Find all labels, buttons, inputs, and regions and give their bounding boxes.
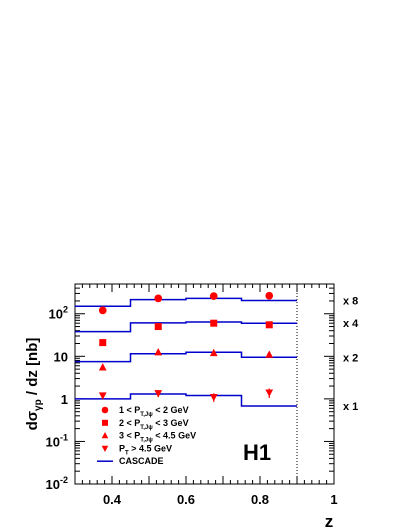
legend-label-subscript: T,Jψ [140, 412, 153, 418]
legend-entry-label: 1 < PT,Jψ < 2 GeV [119, 405, 189, 418]
y-tick-label: 10-2 [46, 475, 68, 492]
y-tick-label: 10 [54, 349, 68, 364]
x-tick-label: 0.4 [103, 492, 122, 507]
data-point-triangle-down [154, 390, 163, 398]
data-point-circle [209, 292, 218, 300]
data-point-triangle-up [98, 363, 107, 371]
axis-ticks [74, 283, 335, 485]
data-points [98, 291, 274, 402]
plot-area-border [74, 283, 335, 485]
x-tick-label: 1 [330, 492, 337, 507]
legend-label-text: < 3 GeV [153, 418, 189, 428]
legend-entry-label: 3 < PT,Jψ < 4.5 GeV [119, 431, 196, 444]
y-tick-label: 1 [61, 392, 68, 407]
y-axis-title-rest: / dz [nb] [24, 338, 41, 400]
legend-label-text: < 4.5 GeV [153, 431, 196, 441]
scale-factor-label: x 2 [343, 352, 358, 364]
data-point-triangle-down [98, 392, 107, 400]
legend-label-text: < 2 GeV [153, 405, 189, 415]
legend-entry-label: CASCADE [119, 456, 164, 466]
y-tick-exponent: -1 [60, 432, 68, 442]
legend-label-subscript: T [125, 450, 129, 456]
x-axis-title: z [325, 512, 334, 529]
legend-label-text: 3 < P [119, 431, 140, 441]
data-point-circle [154, 294, 163, 303]
y-tick-base: 1 [61, 392, 68, 407]
data-point-triangle-down [209, 393, 218, 402]
data-point-square [154, 323, 162, 331]
y-axis-title-main: dσ [24, 411, 41, 430]
scale-factor-label: x 1 [343, 401, 358, 413]
cascade-histogram [75, 393, 297, 407]
data-point-triangle-down [265, 389, 274, 397]
y-tick-label: 10-1 [46, 432, 68, 449]
plot-frame [74, 283, 335, 485]
data-point-triangle-up [154, 347, 163, 356]
data-point-triangle-up [209, 348, 218, 357]
experiment-label: H1 [243, 440, 271, 465]
y-tick-base: 10 [49, 307, 63, 322]
scale-factor-label: x 4 [343, 318, 359, 330]
legend-marker-triangle-down [101, 445, 109, 452]
y-tick-label: 102 [49, 305, 68, 322]
legend-entry-label: PT > 4.5 GeV [119, 443, 172, 456]
legend-marker-circle [101, 406, 109, 414]
scale-factor-label: x 8 [343, 295, 358, 307]
legend-label-text: 1 < P [119, 405, 140, 415]
legend-label-text: > 4.5 GeV [129, 443, 172, 453]
legend-label-text: P [119, 443, 125, 453]
data-point-square [99, 339, 107, 347]
y-tick-base: 10 [54, 349, 68, 364]
x-tick-label: 0.8 [251, 492, 269, 507]
legend-marker-triangle-up [101, 432, 109, 439]
x-tick-label: 0.6 [177, 492, 195, 507]
legend-label-subscript: T,Jψ [140, 438, 153, 444]
cascade-histogram [75, 321, 297, 333]
y-axis-title-sub: γp [33, 399, 44, 411]
legend-label-text: CASCADE [119, 456, 164, 466]
y-tick-base: 10 [46, 477, 60, 492]
data-point-circle [98, 306, 107, 315]
cascade-histogram [75, 351, 297, 363]
y-axis-title: dσγp / dz [nb] [24, 338, 44, 431]
y-tick-exponent: -2 [60, 475, 68, 485]
y-tick-base: 10 [46, 434, 60, 449]
data-point-square [210, 319, 218, 327]
cascade-curves [75, 297, 297, 407]
data-point-circle [265, 291, 274, 300]
data-point-square [265, 321, 273, 329]
legend-label-text: 2 < P [119, 418, 140, 428]
data-point-triangle-up [265, 350, 274, 358]
legend-marker-square [102, 419, 108, 426]
cascade-histogram [75, 297, 297, 308]
legend-label-subscript: T,Jψ [140, 425, 153, 431]
y-tick-exponent: 2 [63, 305, 68, 315]
legend-entry-label: 2 < PT,Jψ < 3 GeV [119, 418, 189, 431]
